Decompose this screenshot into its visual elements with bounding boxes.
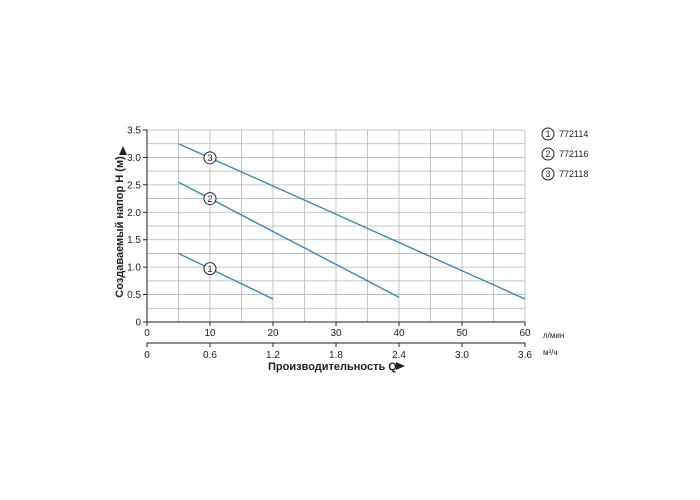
y-axis-title-arrow (119, 146, 127, 155)
series-marker-label-2: 2 (207, 194, 212, 204)
x-m3h-tick-label: 3.0 (455, 350, 469, 361)
x-lpm-tick-label: 10 (204, 328, 216, 339)
x-m3h-tick-label: 0 (144, 350, 150, 361)
x-m3h-tick-label: 1.2 (266, 350, 280, 361)
y-tick-label: 1.5 (127, 235, 141, 246)
series-marker-1 (203, 262, 217, 276)
y-tick-label: 1.0 (127, 263, 141, 274)
x-lpm-tick-label: 50 (456, 328, 468, 339)
legend-marker-2 (541, 147, 555, 161)
series-line-3 (178, 143, 526, 300)
y-axis-title: Создаваемый напор H (м) (114, 156, 126, 298)
x-lpm-tick-label: 20 (267, 328, 279, 339)
x-axes: 0 10 20 30 40 50 60 0 0.6 1.2 1.8 2.4 3.0 3.6 л/мин м³/… (144, 321, 564, 361)
series-marker-label-3: 3 (207, 153, 212, 163)
x-lpm-unit: л/мин (543, 331, 564, 340)
y-axis: 0 0.5 1.0 1.5 2.0 2.5 3.0 3.5 (127, 126, 148, 329)
legend-label: 772116 (559, 149, 588, 159)
legend-marker-1 (541, 127, 555, 141)
series-lines: 1 2 3 (178, 143, 526, 300)
x-m3h-tick-label: 0.6 (203, 350, 217, 361)
x-m3h-tick-label: 2.4 (392, 350, 406, 361)
series-line-1 (178, 252, 274, 300)
x-lpm-tick-label: 60 (519, 328, 531, 339)
legend-label: 772114 (559, 129, 588, 139)
y-tick-label: 3.5 (127, 126, 141, 137)
x-m3h-tick-label: 1.8 (329, 350, 343, 361)
legend-marker-label: 1 (545, 129, 550, 139)
y-tick-label: 3.0 (127, 153, 141, 164)
x-m3h-tick-label: 3.6 (518, 350, 532, 361)
legend: 1 772114 2 772116 3 772118 (541, 127, 588, 181)
x-m3h-unit: м³/ч (543, 348, 558, 357)
x-lpm-tick-label: 40 (393, 328, 405, 339)
x-axis-title-arrow (396, 362, 405, 370)
y-tick-label: 2.0 (127, 208, 141, 219)
x-lpm-tick-label: 0 (144, 328, 150, 339)
y-tick-label: 0.5 (127, 290, 141, 301)
y-tick-label: 2.5 (127, 180, 141, 191)
legend-marker-label: 2 (545, 149, 550, 159)
series-marker-label-1: 1 (207, 264, 212, 274)
series-marker-2 (203, 192, 217, 206)
legend-label: 772118 (559, 169, 588, 179)
legend-marker-label: 3 (545, 169, 550, 179)
y-tick-label: 0 (135, 318, 141, 329)
legend-marker-3 (541, 167, 555, 181)
series-marker-3 (203, 151, 217, 165)
x-axis-title: Производительность Q (268, 361, 397, 373)
x-lpm-tick-label: 30 (330, 328, 342, 339)
